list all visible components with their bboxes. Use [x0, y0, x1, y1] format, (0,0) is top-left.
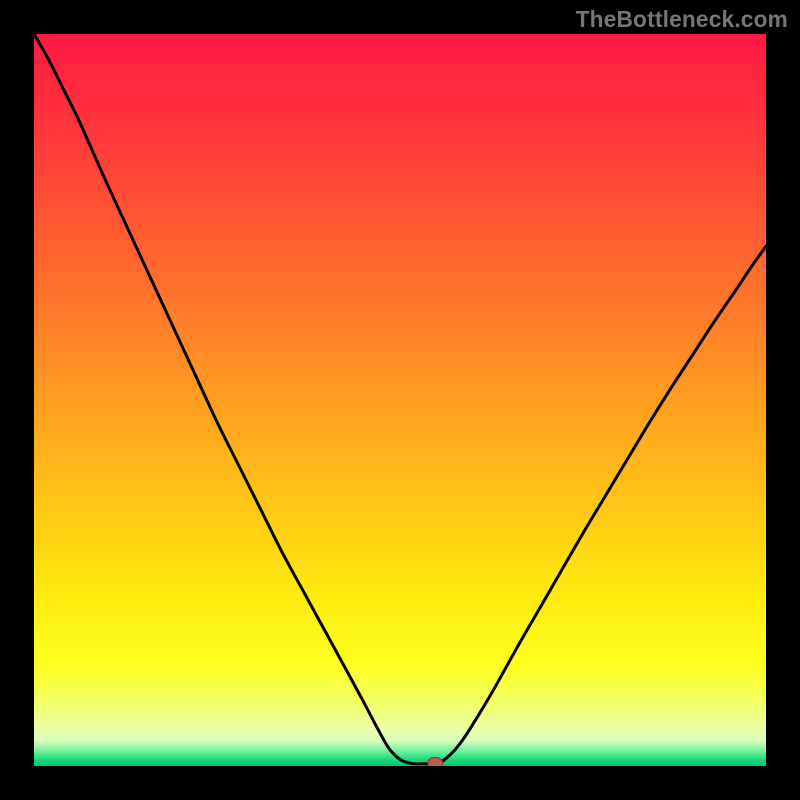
plot-background-gradient [34, 34, 766, 766]
bottleneck-curve-chart [0, 0, 800, 800]
chart-frame: TheBottleneck.com [0, 0, 800, 800]
